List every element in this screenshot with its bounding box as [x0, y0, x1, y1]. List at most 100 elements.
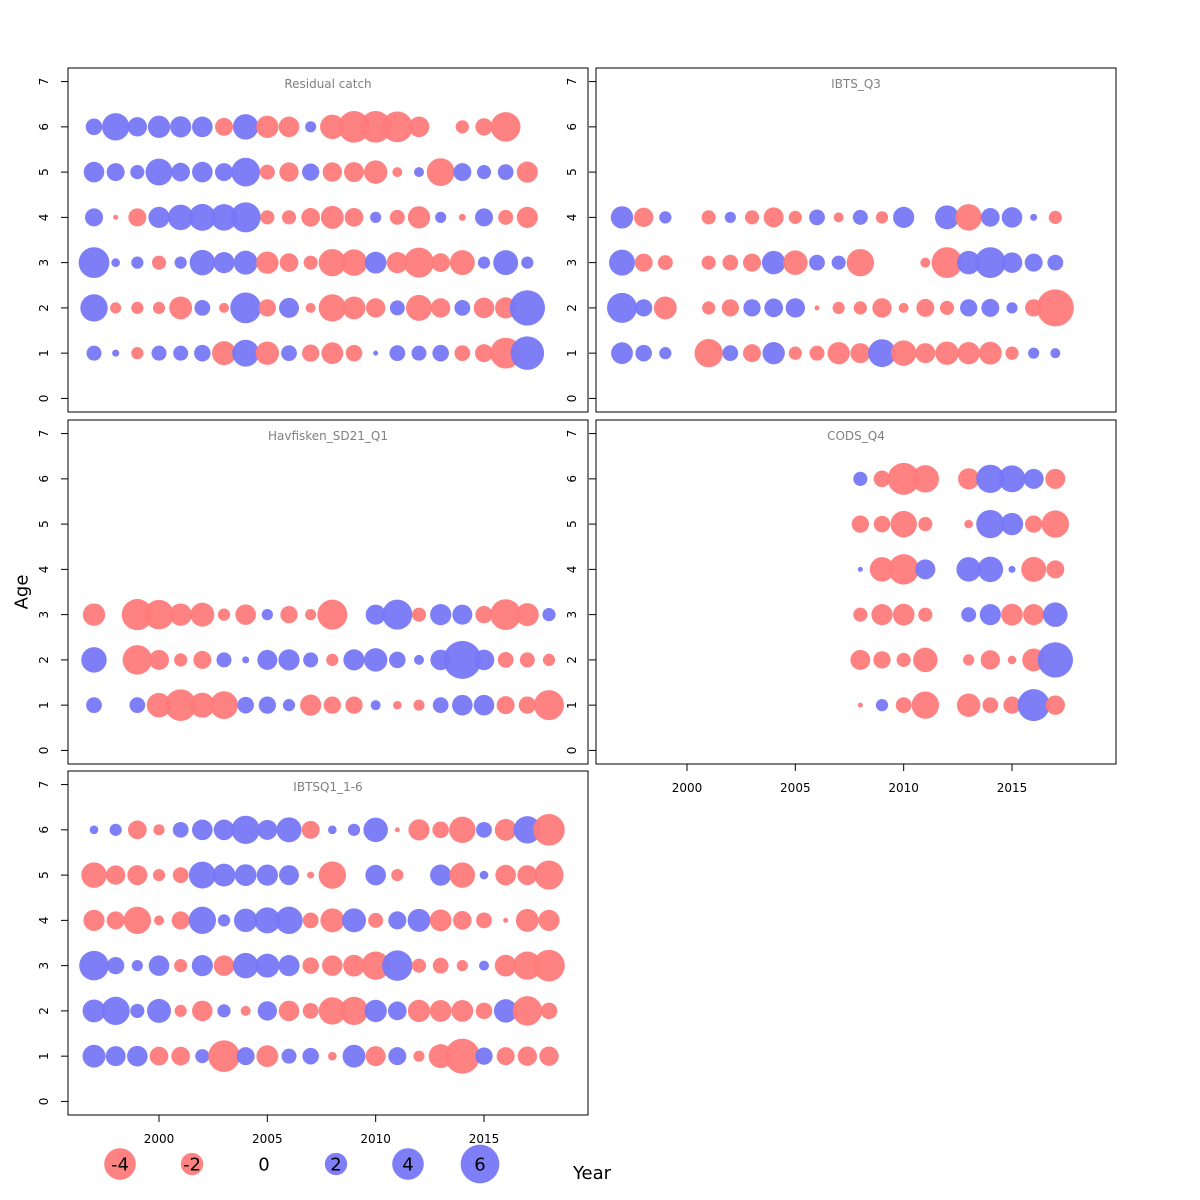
y-tick-label: 2 [37, 304, 51, 312]
residual-bubble [430, 864, 452, 886]
y-tick-label: 1 [565, 701, 579, 709]
residual-bubble [873, 515, 891, 533]
residual-bubble [234, 864, 257, 886]
residual-bubble [761, 250, 786, 275]
residual-bubble [1050, 348, 1061, 359]
residual-bubble [257, 649, 278, 670]
residual-bubble [255, 953, 280, 978]
residual-bubble [305, 302, 316, 313]
residual-bubble [893, 206, 915, 228]
residual-bubble [365, 1046, 386, 1067]
residual-bubble [323, 696, 341, 714]
residual-bubble [408, 116, 430, 138]
residual-bubble [321, 342, 344, 365]
residual-bubble [347, 823, 361, 836]
y-tick-label: 4 [37, 214, 51, 222]
y-tick-label: 0 [565, 747, 579, 755]
residual-bubble [809, 345, 825, 361]
legend-bubble [460, 1144, 500, 1184]
residual-bubble [935, 205, 959, 230]
residual-bubble [320, 908, 345, 933]
residual-bubble [956, 250, 981, 275]
residual-bubble [131, 347, 144, 360]
residual-bubble [340, 249, 368, 276]
residual-bubble [256, 864, 278, 886]
residual-bubble [317, 599, 348, 630]
residual-bubble [128, 208, 147, 227]
residual-bubble [458, 213, 466, 221]
legend-label: -2 [183, 1155, 201, 1176]
x-tick-label: 2005 [780, 781, 811, 795]
residual-bubble [493, 250, 519, 276]
residual-bubble [217, 1004, 231, 1018]
residual-bubble [343, 954, 365, 977]
residual-bubble [852, 209, 868, 225]
residual-bubble [871, 604, 893, 626]
residual-bubble [452, 911, 472, 930]
residual-bubble [281, 210, 297, 225]
y-tick-label: 3 [37, 962, 51, 970]
residual-bubble [490, 112, 521, 142]
y-tick-label: 5 [565, 168, 579, 176]
residual-bubble [980, 208, 1000, 227]
residual-bubble [235, 604, 256, 625]
residual-bubble [342, 1044, 366, 1068]
residual-bubble [846, 248, 875, 277]
residual-bubble [832, 301, 845, 315]
x-axis-title: Year [572, 1163, 612, 1184]
y-tick-label: 0 [565, 395, 579, 403]
residual-bubble [853, 607, 868, 622]
residual-bubble [302, 1047, 319, 1065]
y-tick-label: 0 [37, 1098, 51, 1106]
residual-bubble [853, 471, 868, 486]
residual-bubble [476, 821, 492, 838]
residual-bubble [519, 652, 535, 668]
y-tick-label: 7 [565, 78, 579, 86]
y-tick-label: 5 [565, 520, 579, 528]
residual-bubble [496, 696, 515, 715]
residual-bubble [476, 165, 492, 180]
y-tick-label: 0 [37, 747, 51, 755]
residual-bubble [231, 157, 261, 187]
residual-bubble [105, 1046, 126, 1067]
panel-frame [595, 67, 1117, 413]
residual-bubble [635, 299, 653, 317]
residual-bubble [301, 820, 320, 839]
residual-bubble [232, 952, 259, 979]
residual-bubble [305, 121, 317, 133]
residual-bubble [113, 214, 119, 220]
y-axis-title: Age [12, 575, 33, 610]
residual-bubble [980, 650, 1001, 670]
residual-bubble [279, 865, 299, 886]
legend-label: 4 [402, 1155, 413, 1176]
x-tick-label: 2015 [997, 781, 1028, 795]
residual-bubble [345, 696, 363, 714]
residual-bubble [850, 649, 871, 670]
residual-bubble [212, 863, 236, 887]
residual-bubble [955, 204, 982, 231]
residual-bubble [659, 347, 672, 360]
y-tick-label: 3 [565, 611, 579, 619]
residual-bubble [101, 996, 130, 1026]
residual-bubble [255, 341, 280, 365]
residual-bubble [1024, 253, 1043, 272]
residual-bubble [174, 1004, 187, 1018]
residual-bubble [146, 692, 172, 718]
residual-bubble [261, 609, 273, 621]
residual-bubble [232, 339, 260, 367]
residual-bubble [173, 345, 189, 361]
residual-bubble [279, 297, 299, 318]
y-tick-label: 1 [37, 701, 51, 709]
residual-bubble [785, 298, 806, 318]
y-tick-label: 2 [37, 656, 51, 664]
residual-bubble [338, 111, 370, 143]
residual-bubble [1017, 689, 1050, 722]
residual-bubble [918, 517, 933, 532]
residual-bubble [171, 1046, 191, 1066]
residual-bubble [495, 864, 516, 886]
residual-bubble [320, 114, 345, 140]
residual-bubble [307, 871, 315, 879]
residual-bubble [278, 955, 300, 977]
residual-bubble [916, 298, 935, 317]
residual-bubble [982, 697, 999, 714]
